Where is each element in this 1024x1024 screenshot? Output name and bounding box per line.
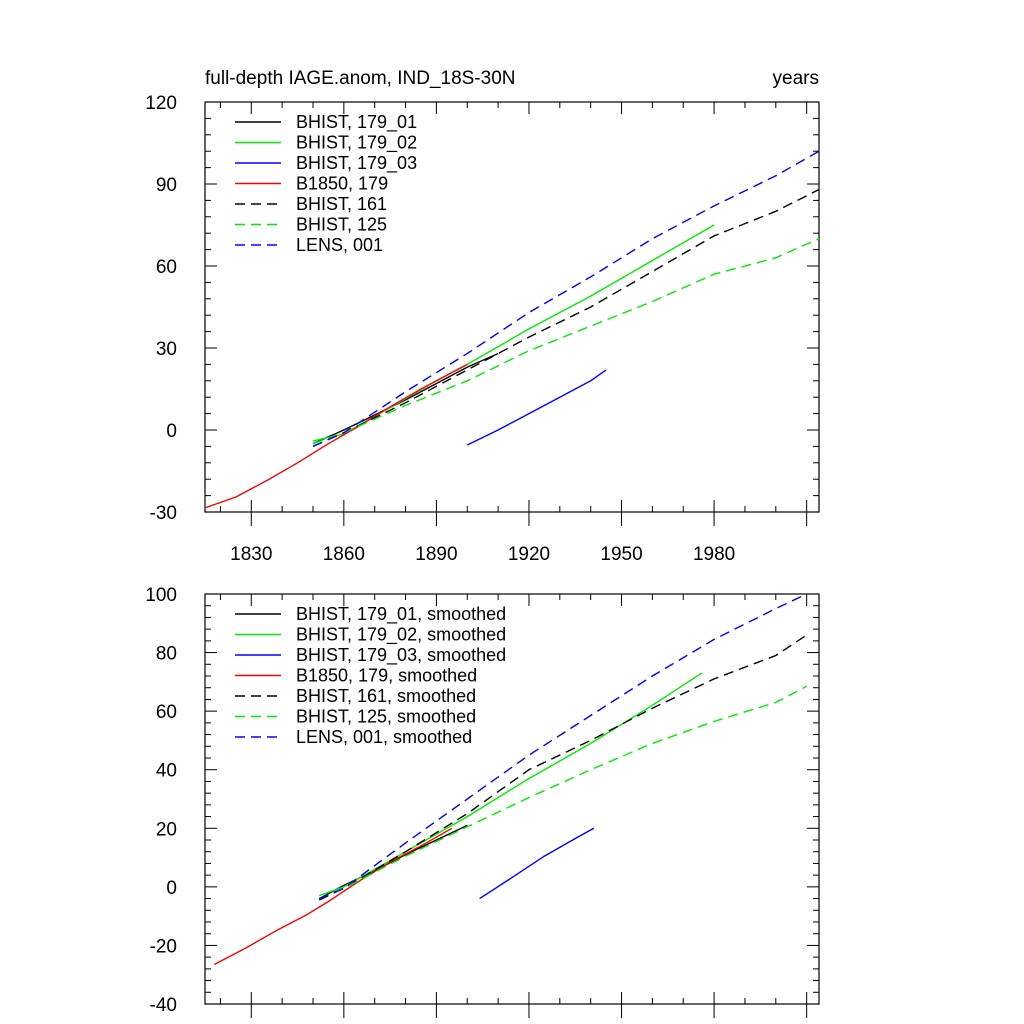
y-tick-label: -40 (150, 995, 177, 1016)
y-tick-label: -20 (150, 936, 177, 957)
legend-label-3: B1850, 179 (296, 174, 388, 194)
legend-label-4: BHIST, 161 (296, 194, 387, 214)
series-line-6 (318, 593, 807, 900)
x-tick-label: 1830 (230, 544, 272, 565)
y-tick-label: -30 (150, 503, 177, 524)
legend-label-5: BHIST, 125, smoothed (296, 707, 476, 727)
y-tick-label: 60 (156, 257, 177, 278)
series-line-3 (204, 363, 468, 509)
legend-label-6: LENS, 001 (296, 235, 383, 255)
series-line-0 (312, 352, 499, 445)
series-line-1 (312, 224, 715, 442)
series-line-4 (318, 634, 808, 901)
x-tick-label: 1980 (693, 544, 735, 565)
y-tick-label: 20 (156, 819, 177, 840)
x-tick-label: 1950 (600, 544, 642, 565)
series-line-5 (312, 238, 820, 445)
y-tick-label: 30 (156, 339, 177, 360)
chart-title: full-depth IAGE.anom, IND_18S-30N (205, 68, 516, 89)
y-tick-label: 120 (145, 93, 177, 114)
plot-frame (204, 593, 820, 1005)
series-line-2 (466, 369, 607, 446)
y-tick-label: 100 (145, 585, 177, 606)
bottom-panel: -40 -20 0 20 40 60 80 100 BHIST, 179_01, smoothe… (145, 585, 820, 1018)
legend-label-5: BHIST, 125 (296, 215, 387, 235)
plot-frame (204, 101, 820, 513)
legend-label-2: BHIST, 179_03, smoothed (296, 645, 506, 666)
x-tick-label: 1860 (323, 544, 365, 565)
legend-label-0: BHIST, 179_01 (296, 112, 417, 133)
x-tick-label: 1890 (415, 544, 457, 565)
legend-label-6: LENS, 001, smoothed (296, 727, 472, 747)
y-tick-label: 60 (156, 702, 177, 723)
chart-units-label: years (773, 68, 819, 89)
x-tick-label: 1920 (508, 544, 550, 565)
series-line-4 (312, 188, 820, 448)
y-tick-label: 40 (156, 761, 177, 782)
series-line-6 (312, 150, 820, 448)
legend-label-0: BHIST, 179_01, smoothed (296, 604, 506, 625)
legend-label-3: B1850, 179, smoothed (296, 666, 477, 686)
legend-label-1: BHIST, 179_02 (296, 133, 417, 154)
y-tick-label: 90 (156, 175, 177, 196)
y-tick-label: 0 (166, 878, 177, 899)
series-line-2 (479, 827, 595, 900)
legend-label-4: BHIST, 161, smoothed (296, 686, 476, 706)
legend-label-1: BHIST, 179_02, smoothed (296, 625, 506, 646)
y-tick-label: 80 (156, 644, 177, 665)
y-tick-label: 0 (166, 421, 177, 442)
top-panel: full-depth IAGE.anom, IND_18S-30N years -3… (145, 68, 820, 565)
series-line-5 (318, 685, 808, 900)
legend-label-2: BHIST, 179_03 (296, 153, 417, 174)
series-line-3 (213, 827, 453, 966)
